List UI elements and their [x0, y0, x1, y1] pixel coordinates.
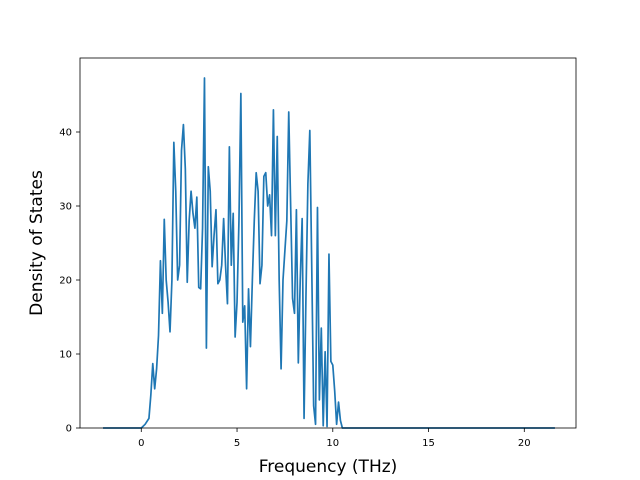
- x-axis-label: Frequency (THz): [259, 457, 398, 477]
- x-tick-label-0: 0: [138, 438, 144, 449]
- x-tick-label-2: 10: [326, 438, 339, 449]
- y-tick-label-3: 30: [59, 202, 72, 213]
- x-tick-label-3: 15: [422, 438, 435, 449]
- x-tick-label-4: 20: [518, 438, 531, 449]
- series-line-0: [102, 77, 555, 429]
- y-tick-label-2: 20: [59, 276, 72, 287]
- y-tick-label-0: 0: [66, 424, 72, 435]
- x-axis-ticks: 0 5 10 15 20: [138, 428, 531, 449]
- plot-frame: [79, 57, 577, 429]
- y-axis-ticks: 0 10 20 30 40: [59, 128, 80, 435]
- y-tick-label-1: 10: [59, 350, 72, 361]
- x-tick-label-1: 5: [234, 438, 240, 449]
- data-layer: [102, 77, 555, 429]
- y-axis-label: Density of States: [27, 170, 47, 316]
- y-tick-label-4: 40: [59, 128, 72, 139]
